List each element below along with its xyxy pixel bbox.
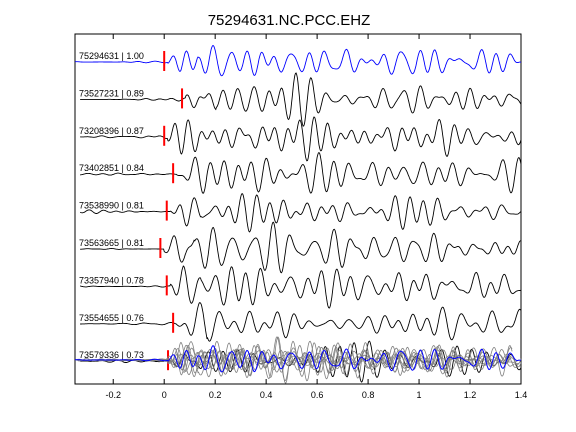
- trace-label: 73538990 | 0.81: [79, 201, 144, 211]
- chart-title: 75294631.NC.PCC.EHZ: [208, 12, 371, 29]
- trace-label: 73357940 | 0.78: [79, 275, 144, 285]
- trace-stack: 75294631 | 1.00 73527231 | 0.89 73208396 |…: [74, 45, 522, 383]
- x-tick-label: 0.2: [209, 390, 222, 400]
- trace-label: 73563665 | 0.81: [79, 238, 144, 248]
- trace-label: 73527231 | 0.89: [79, 88, 144, 98]
- x-tick-label: 0.4: [260, 390, 273, 400]
- reference-trace: [74, 45, 522, 77]
- x-axis: -0.2 0 0.2 0.4 0.6 0.8 1 1.2 1.4: [105, 34, 527, 400]
- trace-label: 75294631 | 1.00: [79, 51, 144, 61]
- plot-frame: [74, 33, 522, 385]
- trace-label: 73402851 | 0.84: [79, 163, 144, 173]
- trace-line: [80, 221, 522, 274]
- trace-label: 73208396 | 0.87: [79, 126, 144, 136]
- trace-line: [80, 265, 522, 309]
- trace-line: [80, 152, 522, 194]
- x-tick-label: 1.4: [515, 390, 528, 400]
- trace-line: [80, 302, 522, 342]
- x-tick-label: 0: [162, 390, 167, 400]
- x-tick-label: 0.6: [311, 390, 324, 400]
- stacked-overlay: [74, 336, 522, 384]
- x-tick-label: 0.8: [362, 390, 375, 400]
- x-tick-label: -0.2: [105, 390, 121, 400]
- trace-label: 73554655 | 0.76: [79, 313, 144, 323]
- x-tick-label: 1.2: [464, 390, 477, 400]
- trace-line: [80, 116, 522, 162]
- x-tick-label: 1: [417, 390, 422, 400]
- overlay-reference-trace: [75, 345, 522, 373]
- trace-line: [79, 193, 522, 233]
- trace-label: 73579336 | 0.73: [79, 350, 144, 360]
- trace-line: [80, 72, 522, 127]
